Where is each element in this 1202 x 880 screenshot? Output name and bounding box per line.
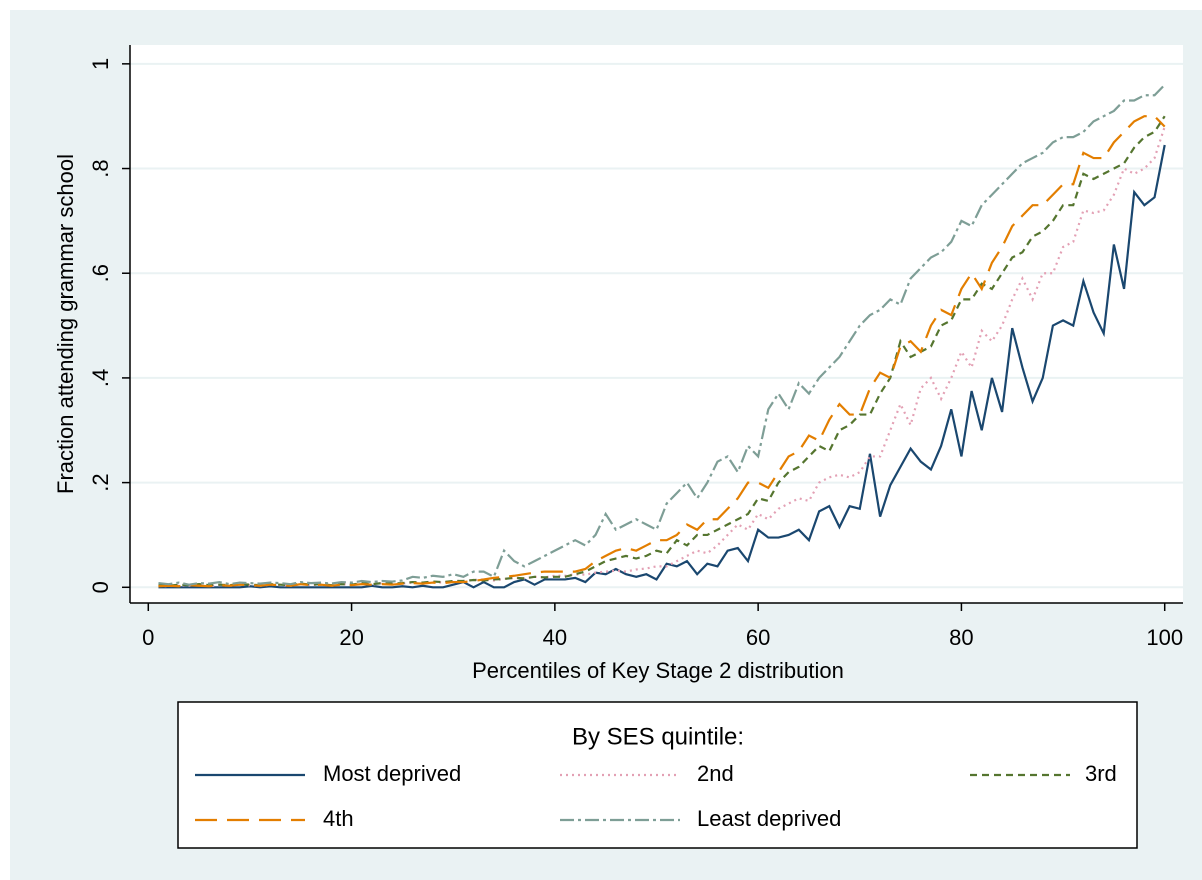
y-axis-label: Fraction attending grammar school: [53, 154, 78, 494]
legend-label: 4th: [323, 806, 354, 831]
x-tick-label: 40: [543, 625, 567, 650]
y-tick-label: .6: [88, 264, 113, 282]
legend-label: 2nd: [697, 761, 734, 786]
x-tick-label: 20: [339, 625, 363, 650]
x-tick-label: 0: [142, 625, 154, 650]
legend-label: Least deprived: [697, 806, 841, 831]
x-tick-label: 60: [746, 625, 770, 650]
legend-label: 3rd: [1085, 761, 1117, 786]
series-line: [158, 144, 1166, 589]
plot-region: [130, 45, 1183, 603]
y-tick-label: .8: [88, 159, 113, 177]
x-tick-label: 100: [1146, 625, 1183, 650]
series-line: [158, 84, 1166, 586]
y-tick-label: .2: [88, 473, 113, 491]
series-line: [158, 115, 1166, 588]
y-tick-label: .4: [88, 369, 113, 387]
x-axis-label: Percentiles of Key Stage 2 distribution: [472, 658, 844, 683]
y-tick-label: 0: [88, 581, 113, 593]
x-tick-label: 80: [949, 625, 973, 650]
y-tick-label: 1: [88, 58, 113, 70]
legend-label: Most deprived: [323, 761, 461, 786]
legend-title: By SES quintile:: [572, 723, 744, 750]
